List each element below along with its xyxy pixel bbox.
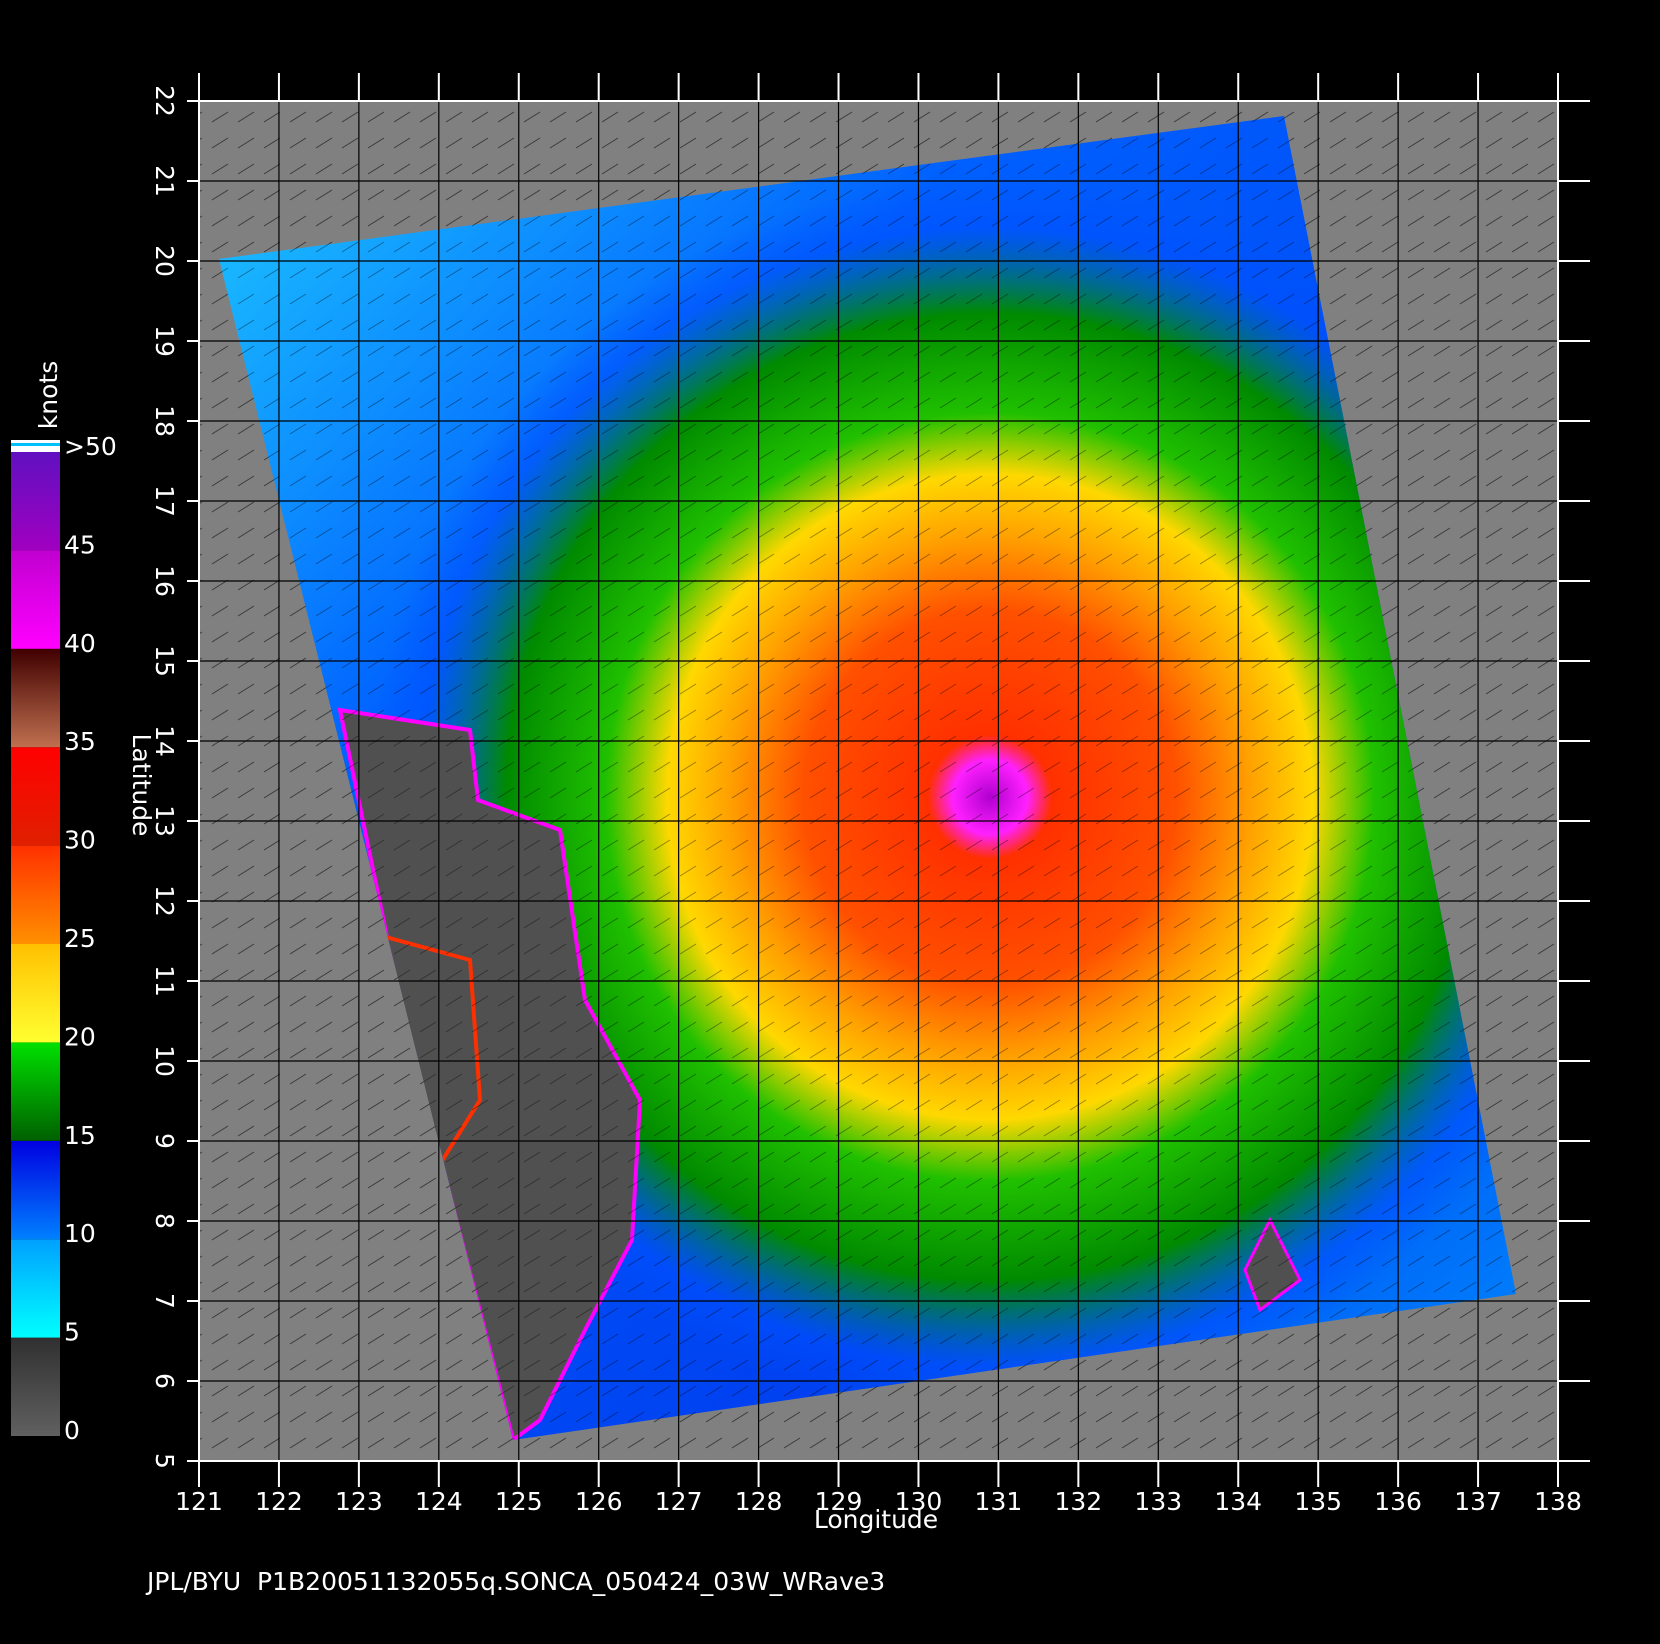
y-tick-label: 8 (150, 1213, 179, 1229)
colorbar-tick-label: 0 (64, 1416, 80, 1445)
colorbar: 0 5 10 15 20 25 30 35 40 45 >50 (11, 432, 117, 1445)
x-tick-label: 138 (1534, 1487, 1582, 1516)
colorbar-tick-label: >50 (64, 432, 117, 461)
x-tick-label: 129 (815, 1487, 863, 1516)
colorbar-label: knots (34, 361, 63, 429)
y-tick-label: 14 (150, 725, 179, 757)
x-tick-label: 124 (415, 1487, 463, 1516)
colorbar-segment (11, 550, 60, 649)
y-tick-label: 16 (150, 565, 179, 597)
x-tick-label: 135 (1294, 1487, 1342, 1516)
y-tick-label: 12 (150, 885, 179, 917)
x-tick-label: 131 (975, 1487, 1023, 1516)
colorbar-tick-label: 45 (64, 530, 96, 559)
colorbar-segment (11, 747, 60, 846)
y-tick-label: 7 (150, 1293, 179, 1309)
colorbar-tick-label: 35 (64, 727, 96, 756)
x-tick-label: 125 (495, 1487, 543, 1516)
colorbar-tick-label: 5 (64, 1318, 80, 1347)
y-tick-label: 17 (150, 485, 179, 517)
y-tick-label: 9 (150, 1133, 179, 1149)
x-tick-label: 132 (1054, 1487, 1102, 1516)
x-tick-label: 133 (1134, 1487, 1182, 1516)
x-tick-label: 128 (735, 1487, 783, 1516)
y-tick-label: 10 (150, 1045, 179, 1077)
y-axis-label: Latitude (127, 734, 156, 837)
x-tick-label: 127 (655, 1487, 703, 1516)
x-tick-label: 130 (895, 1487, 943, 1516)
colorbar-segment (11, 1140, 60, 1240)
y-tick-label: 15 (150, 645, 179, 677)
y-tick-label: 22 (150, 85, 179, 117)
y-tick-label: 19 (150, 325, 179, 357)
y-tick-label: 13 (150, 805, 179, 837)
colorbar-tick-label: 40 (64, 629, 96, 658)
y-tick-label: 5 (150, 1453, 179, 1469)
footer: JPL/BYU P1B20051132055q.SONCA_050424_03W… (145, 1567, 885, 1596)
y-tick-label: 18 (150, 405, 179, 437)
x-tick-label: 134 (1214, 1487, 1262, 1516)
colorbar-tick-label: 30 (64, 826, 96, 855)
colorbar-tick-label: 10 (64, 1219, 96, 1248)
x-tick-label: 137 (1454, 1487, 1502, 1516)
y-tick-label: 11 (150, 965, 179, 997)
plot-area (199, 101, 1558, 1461)
colorbar-segment (11, 452, 60, 551)
colorbar-segment (11, 845, 60, 944)
colorbar-cap (11, 443, 60, 446)
y-tick-label: 21 (150, 165, 179, 197)
colorbar-tick-label: 15 (64, 1121, 96, 1150)
colorbar-segment (11, 648, 60, 748)
plot-frame (198, 100, 1559, 1462)
colorbar-segment (11, 1239, 60, 1338)
x-tick-label: 122 (255, 1487, 303, 1516)
x-tick-label: 126 (575, 1487, 623, 1516)
x-axis-label: Longitude (814, 1505, 938, 1534)
x-tick-label: 121 (175, 1487, 223, 1516)
x-tick-label: 136 (1374, 1487, 1422, 1516)
colorbar-tick-label: 20 (64, 1022, 96, 1051)
axes: 121 122 123 124 125 126 127 128 129 130 131 132 133 1… (150, 73, 1590, 1516)
x-tick-label: 123 (335, 1487, 383, 1516)
colorbar-segment (11, 944, 60, 1043)
colorbar-segment (11, 1337, 60, 1436)
colorbar-tick-label: 25 (64, 924, 96, 953)
y-tick-label: 20 (150, 245, 179, 277)
y-tick-label: 6 (150, 1373, 179, 1389)
colorbar-segment (11, 1042, 60, 1141)
